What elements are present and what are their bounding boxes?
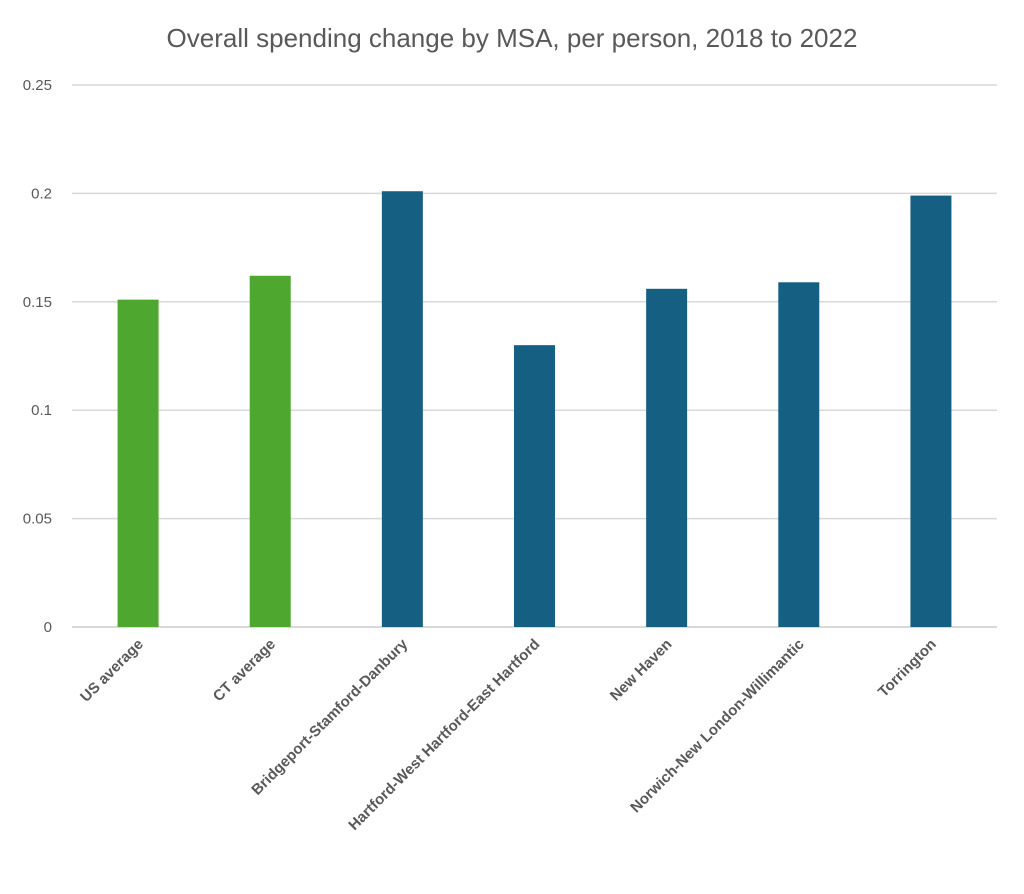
bar-norwich-new-london-willimantic [778, 282, 820, 627]
x-tick-label: New Haven [607, 636, 676, 705]
bar-new-haven [646, 288, 688, 627]
x-tick-label: Bridgeport-Stamford-Danbury [248, 635, 411, 798]
y-tick-label: 0.05 [23, 511, 52, 528]
y-tick-label: 0.15 [23, 294, 52, 311]
x-tick-label: Torrington [875, 636, 940, 701]
y-tick-label: 0.1 [31, 402, 52, 419]
y-tick-label: 0 [44, 619, 52, 636]
bar-us-average [117, 299, 159, 627]
x-tick-label: US average [77, 636, 147, 706]
x-tick-label: CT average [210, 636, 279, 705]
bar-hartford-west-hartford-east-hartford [514, 345, 555, 627]
bars [117, 191, 952, 627]
y-tick-label: 0.25 [23, 77, 52, 94]
bar-torrington [910, 195, 952, 627]
bar-ct-average [249, 275, 291, 627]
bar-bridgeport-stamford-danbury [381, 191, 423, 627]
y-axis-ticks: 0 0.05 0.1 0.15 0.2 0.25 [23, 77, 52, 636]
chart-title: Overall spending change by MSA, per pers… [167, 23, 858, 53]
y-tick-label: 0.2 [31, 185, 52, 202]
x-axis-ticks: US average CT averageBridgeport-Stamford-… [77, 635, 940, 834]
